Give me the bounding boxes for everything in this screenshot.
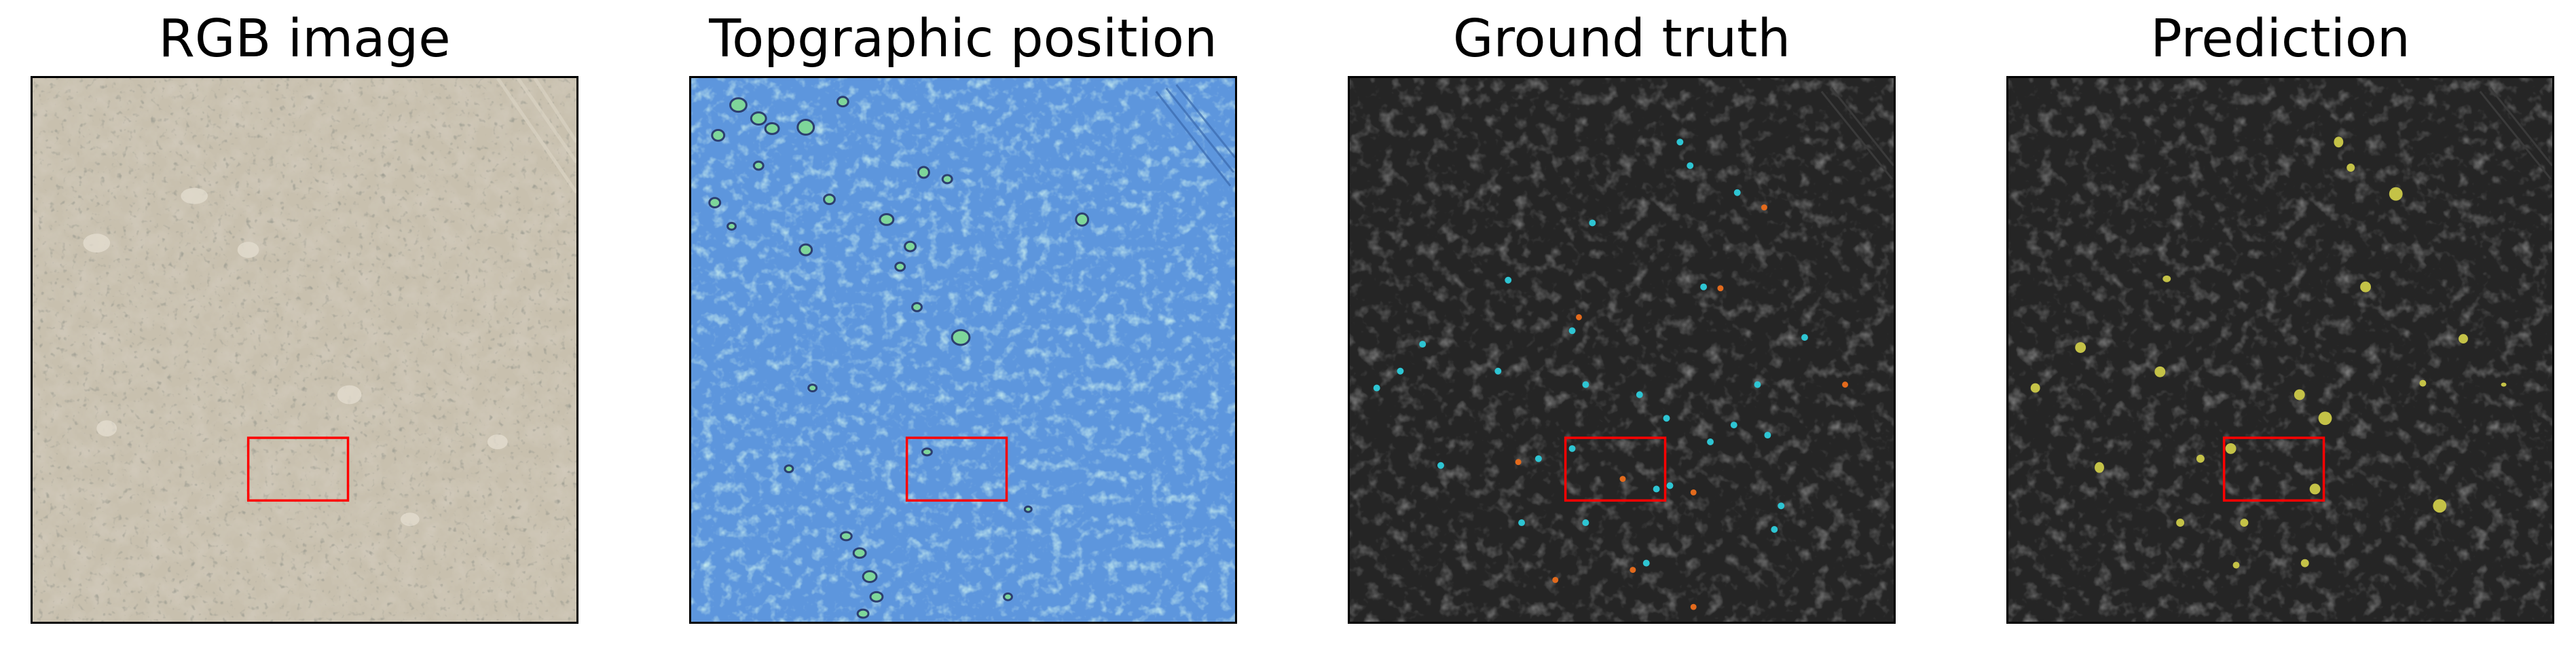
ground-truth-image [1350,78,1894,622]
prediction-panel [2006,76,2554,624]
panel-title-prediction: Prediction [2150,9,2410,69]
rgb-image-panel [31,76,578,624]
topographic-panel [689,76,1237,624]
tpi-ridges [1155,83,1235,187]
tpi-highlight-box [905,436,1008,502]
hillshade-ridges [1820,87,1894,180]
panel-title-ground-truth: Ground truth [1452,9,1791,69]
prediction-highlight-box [2222,436,2325,502]
ground-truth-points-class-b [1515,204,1849,610]
prediction-blobs [2030,136,2507,569]
ground-truth-highlight-box [1564,436,1667,502]
topographic-image [691,78,1235,622]
prediction-image [2008,78,2552,622]
tpi-mounds [708,96,1090,619]
ground-truth-panel [1348,76,1896,624]
rgb-road-tracks [496,78,576,194]
rgb-image [33,78,576,622]
rgb-highlight-box [246,436,350,502]
ground-truth-points-class-a [1373,138,1808,567]
rgb-bright-patches [83,187,508,527]
hillshade-ridges [2479,87,2552,180]
panel-title-topographic: Topgraphic position [709,9,1217,69]
panel-title-rgb: RGB image [158,9,451,69]
